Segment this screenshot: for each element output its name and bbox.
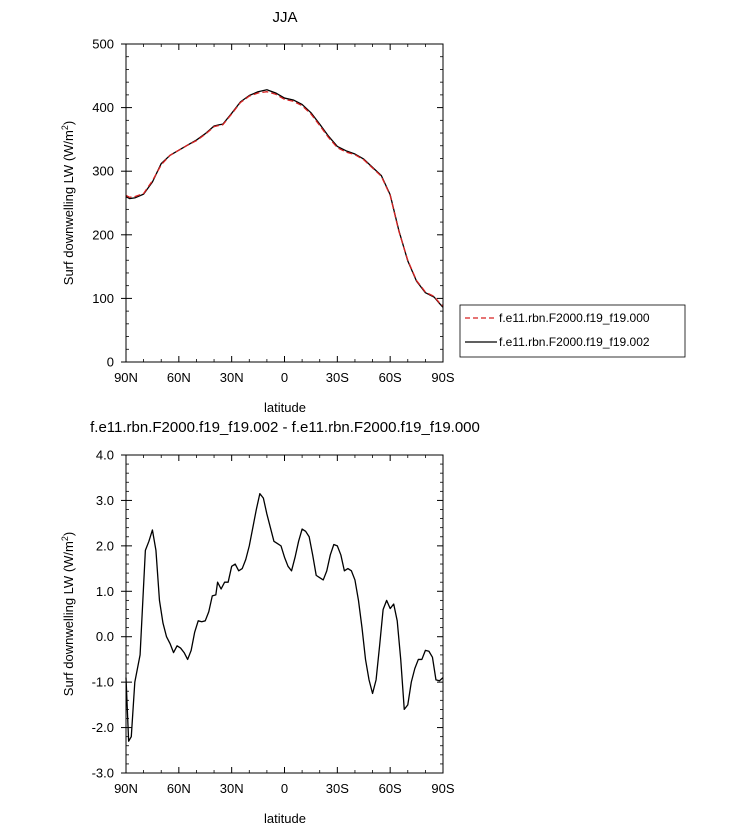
top-y-tick-label: 0 xyxy=(107,355,114,370)
bottom-title: f.e11.rbn.F2000.f19_f19.002 - f.e11.rbn.… xyxy=(90,419,480,436)
bottom-y-axis-label-main: Surf downwelling LW (W/m xyxy=(61,541,76,696)
bot-x-tick-label: 0 xyxy=(281,781,288,796)
bottom-y-axis-label-sup: 2 xyxy=(60,536,70,541)
top-x-tick-label: 30S xyxy=(326,370,349,385)
bot-x-tick-label: 90N xyxy=(114,781,138,796)
bottom-panel: f.e11.rbn.F2000.f19_f19.002 - f.e11.rbn.… xyxy=(60,419,480,826)
bot-y-tick-label: 1.0 xyxy=(96,584,114,599)
top-x-tick-label: 30N xyxy=(220,370,244,385)
top-y-tick-label: 300 xyxy=(92,164,114,179)
top-x-tick-label: 90N xyxy=(114,370,138,385)
bottom-x-tick-labels: 90N 60N 30N 0 30S 60S 90S xyxy=(114,781,455,796)
top-title: JJA xyxy=(272,9,297,26)
top-y-tick-label: 500 xyxy=(92,37,114,52)
legend-label-series-0: f.e11.rbn.F2000.f19_f19.000 xyxy=(499,311,650,325)
bot-series-line-0 xyxy=(125,492,444,742)
bot-y-tick-label: 0.0 xyxy=(96,629,114,644)
top-x-tick-label: 60N xyxy=(167,370,191,385)
top-series-lines xyxy=(125,89,444,308)
top-series-line-1 xyxy=(125,89,444,308)
top-x-tick-label: 90S xyxy=(431,370,454,385)
top-y-tick-label: 100 xyxy=(92,291,114,306)
top-x-tick-labels: 90N 60N 30N 0 30S 60S 90S xyxy=(114,370,455,385)
bot-y-tick-label: 3.0 xyxy=(96,493,114,508)
top-x-tick-label: 0 xyxy=(281,370,288,385)
top-axis-ticks xyxy=(121,43,444,363)
top-panel: JJA 90N 60N 30N 0 30S 60S 90S 0 100 200 300 400 500… xyxy=(60,9,686,415)
bot-y-tick-label: 4.0 xyxy=(96,448,114,463)
top-y-tick-label: 200 xyxy=(92,227,114,242)
legend-label-series-1: f.e11.rbn.F2000.f19_f19.002 xyxy=(499,335,650,349)
bottom-y-axis-label: Surf downwelling LW (W/m2) xyxy=(60,532,76,696)
top-y-tick-labels: 0 100 200 300 400 500 xyxy=(92,37,114,370)
bottom-series-lines xyxy=(125,492,444,742)
bottom-y-axis-label-close: ) xyxy=(61,532,76,536)
top-y-axis-label-sup: 2 xyxy=(60,125,70,130)
top-y-axis-label: Surf downwelling LW (W/m2) xyxy=(60,121,76,285)
bottom-y-tick-labels: -3.0 -2.0 -1.0 0.0 1.0 2.0 3.0 4.0 xyxy=(92,448,114,781)
bottom-x-axis-label: latitude xyxy=(264,811,306,826)
top-y-axis-label-close: ) xyxy=(61,121,76,125)
bot-x-tick-label: 30N xyxy=(220,781,244,796)
top-series-line-0 xyxy=(125,91,444,307)
bot-y-tick-label: -2.0 xyxy=(92,720,114,735)
bot-x-tick-label: 30S xyxy=(326,781,349,796)
bot-x-tick-label: 60S xyxy=(379,781,402,796)
bot-x-tick-label: 60N xyxy=(167,781,191,796)
top-x-axis-label: latitude xyxy=(264,400,306,415)
top-y-tick-label: 400 xyxy=(92,100,114,115)
legend-box xyxy=(459,304,686,358)
bottom-axis-ticks xyxy=(121,454,444,774)
bottom-plot-frame xyxy=(125,454,444,774)
top-plot-frame xyxy=(125,43,444,363)
top-y-axis-label-main: Surf downwelling LW (W/m xyxy=(61,130,76,285)
top-x-tick-label: 60S xyxy=(379,370,402,385)
bot-y-tick-label: -1.0 xyxy=(92,675,114,690)
bot-y-tick-label: -3.0 xyxy=(92,766,114,781)
bot-x-tick-label: 90S xyxy=(431,781,454,796)
top-legend: f.e11.rbn.F2000.f19_f19.000 f.e11.rbn.F2… xyxy=(459,304,686,358)
bot-y-tick-label: 2.0 xyxy=(96,538,114,553)
